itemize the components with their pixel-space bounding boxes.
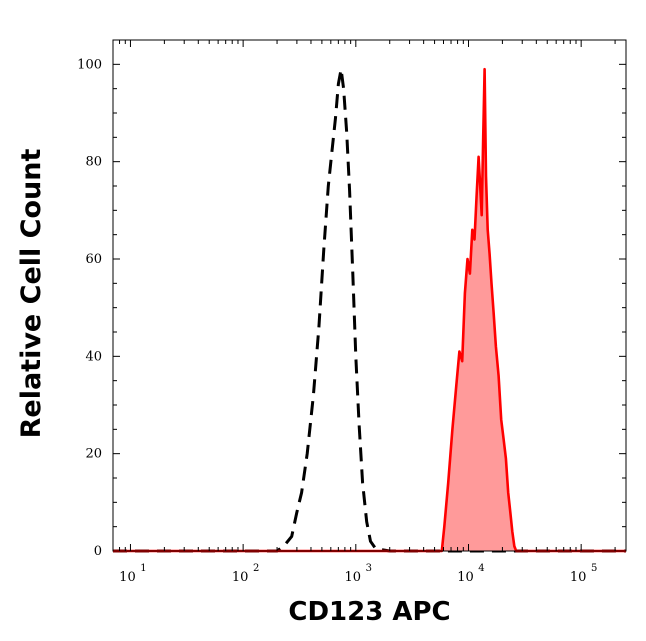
y-tick-label: 0 xyxy=(94,544,102,559)
x-tick-exponent: 5 xyxy=(591,563,597,574)
y-tick-label: 60 xyxy=(85,252,102,267)
x-tick-label: 10 xyxy=(345,570,362,585)
y-tick-label: 80 xyxy=(85,155,102,170)
x-tick-label: 10 xyxy=(232,570,249,585)
x-tick-label: 10 xyxy=(457,570,474,585)
x-tick-label: 10 xyxy=(570,570,587,585)
y-tick-label: 40 xyxy=(85,349,102,364)
x-axis-title: CD123 APC xyxy=(288,597,450,627)
y-tick-label: 20 xyxy=(85,447,102,462)
series-line-0 xyxy=(113,67,626,553)
plot-frame xyxy=(112,39,627,552)
x-tick-exponent: 1 xyxy=(140,563,146,574)
x-tick-label: 10 xyxy=(119,570,136,585)
series-line-1 xyxy=(113,67,626,553)
y-axis-title: Relative Cell Count xyxy=(16,149,47,439)
plot-area: 0 20 40 60 80 100 10 1 10 2 10 3 10 4 10 5 xyxy=(77,39,627,585)
series-fill-1 xyxy=(113,69,626,551)
x-tick-exponent: 4 xyxy=(478,563,484,574)
x-tick-exponent: 3 xyxy=(366,563,372,574)
y-tick-label: 100 xyxy=(77,57,102,72)
x-tick-exponent: 2 xyxy=(253,563,259,574)
